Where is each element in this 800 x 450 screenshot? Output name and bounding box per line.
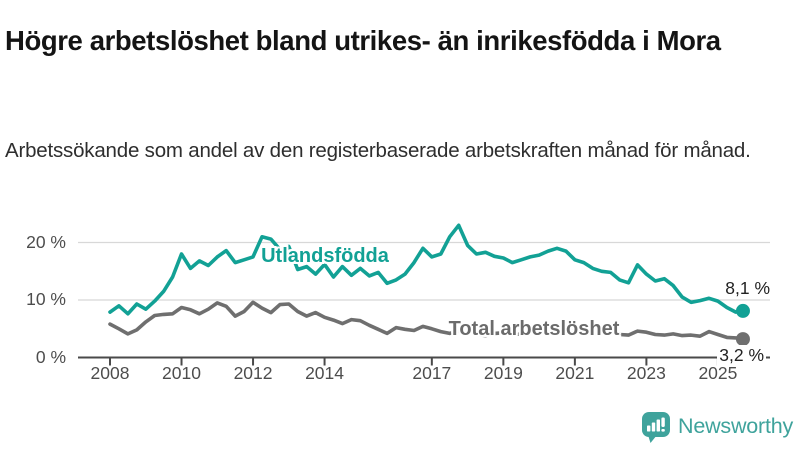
end-dot-total-arbetsl-shet xyxy=(735,332,750,347)
newsworthy-logo-icon xyxy=(642,412,670,443)
line-utlandsf-dda xyxy=(108,223,745,316)
x-axis-label-2017: 2017 xyxy=(412,363,452,383)
y-axis-label-20: 20 % xyxy=(26,231,66,252)
x-axis-label-2025: 2025 xyxy=(698,363,738,383)
x-axis-label-2014: 2014 xyxy=(305,363,345,383)
series-label-total-arbetsloshet: Total arbetslöshet xyxy=(448,318,620,340)
newsworthy-logo: Newsworthy xyxy=(641,411,796,445)
end-value-label-total: 3,2 % xyxy=(717,345,766,366)
x-axis-label-2021: 2021 xyxy=(555,363,595,383)
line-chart: Utlandsfödda Total arbetslöshet 8,1 % 3,… xyxy=(0,205,800,405)
end-value-label-utlandsfodda: 8,1 % xyxy=(725,278,770,298)
x-axis-label-2012: 2012 xyxy=(233,363,273,383)
end-dot-utlandsf-dda xyxy=(735,303,750,318)
y-axis-label-0: 0 % xyxy=(35,346,66,367)
page-subtitle: Arbetssökande som andel av den registerb… xyxy=(5,138,751,162)
y-axis-label-10: 10 % xyxy=(26,289,66,309)
newsworthy-logo-text: Newsworthy xyxy=(678,414,794,438)
x-axis-label-2008: 2008 xyxy=(90,363,130,383)
series-label-utlandsfodda: Utlandsfödda xyxy=(261,245,389,267)
x-axis-label-2010: 2010 xyxy=(162,363,201,383)
x-axis-label-2023: 2023 xyxy=(626,363,666,383)
line-total-arbetsl-shet xyxy=(108,300,745,341)
page-title: Högre arbetslöshet bland utrikes- än inr… xyxy=(5,25,721,57)
chart-plot-area xyxy=(78,223,770,366)
x-axis-label-2019: 2019 xyxy=(483,363,523,383)
